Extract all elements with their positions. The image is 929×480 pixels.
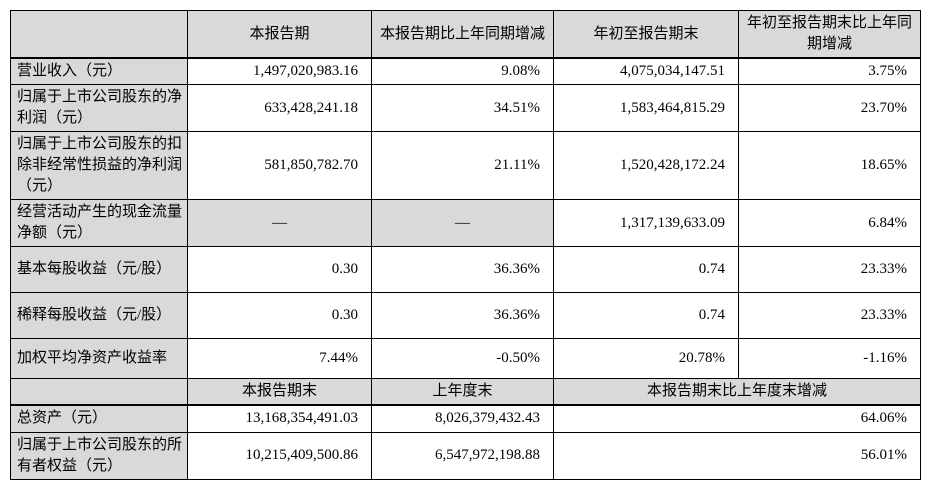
table-row-total-assets: 总资产（元） 13,168,354,491.03 8,026,379,432.4…	[10, 404, 921, 433]
value-cell: 0.74	[553, 246, 739, 293]
row-label: 加权平均净资产收益率	[10, 338, 188, 379]
value-cell: 36.36%	[371, 292, 554, 339]
row-label: 总资产（元）	[10, 404, 188, 433]
value-cell: 6.84%	[738, 199, 921, 247]
table-row-owners-equity: 归属于上市公司股东的所有者权益（元） 10,215,409,500.86 6,5…	[10, 431, 921, 480]
table-row-net-profit-excl-nonrecurring: 归属于上市公司股东的扣除非经常性损益的净利润（元） 581,850,782.70…	[10, 131, 921, 200]
value-cell: 8,026,379,432.43	[371, 404, 554, 433]
value-cell: 13,168,354,491.03	[187, 404, 372, 433]
value-cell: 56.01%	[553, 431, 921, 480]
value-cell: 3.75%	[738, 57, 921, 85]
header-prior-year-end: 上年度末	[371, 378, 554, 406]
value-cell: 581,850,782.70	[187, 131, 372, 200]
header-period-end-change: 本报告期末比上年度末增减	[553, 378, 921, 406]
value-cell: 23.70%	[738, 84, 921, 132]
value-cell: -0.50%	[371, 338, 554, 379]
value-cell: 21.11%	[371, 131, 554, 200]
value-cell: 23.33%	[738, 246, 921, 293]
value-cell: 0.30	[187, 292, 372, 339]
value-cell: -1.16%	[738, 338, 921, 379]
header-ytd: 年初至报告期末	[553, 10, 739, 59]
dash-cell: —	[187, 199, 372, 247]
financial-summary-table: 本报告期 本报告期比上年同期增减 年初至报告期末 年初至报告期末比上年同期增减 …	[10, 10, 921, 480]
row-label: 归属于上市公司股东的扣除非经常性损益的净利润（元）	[10, 131, 188, 200]
row-label: 基本每股收益（元/股）	[10, 246, 188, 293]
value-cell: 34.51%	[371, 84, 554, 132]
row-label: 归属于上市公司股东的所有者权益（元）	[10, 431, 188, 480]
table-header-row: 本报告期 本报告期比上年同期增减 年初至报告期末 年初至报告期末比上年同期增减	[10, 10, 921, 59]
value-cell: 633,428,241.18	[187, 84, 372, 132]
value-cell: 4,075,034,147.51	[553, 57, 739, 85]
value-cell: 10,215,409,500.86	[187, 431, 372, 480]
table-row-weighted-avg-roe: 加权平均净资产收益率 7.44% -0.50% 20.78% -1.16%	[10, 338, 921, 379]
row-label: 营业收入（元）	[10, 57, 188, 85]
row-label: 归属于上市公司股东的净利润（元）	[10, 84, 188, 132]
header-corner-cell-2	[10, 378, 188, 406]
value-cell: 36.36%	[371, 246, 554, 293]
header-period-end: 本报告期末	[187, 378, 372, 406]
value-cell: 1,317,139,633.09	[553, 199, 739, 247]
table-row-diluted-eps: 稀释每股收益（元/股） 0.30 36.36% 0.74 23.33%	[10, 292, 921, 339]
row-label: 经营活动产生的现金流量净额（元）	[10, 199, 188, 247]
value-cell: 0.74	[553, 292, 739, 339]
value-cell: 20.78%	[553, 338, 739, 379]
header-corner-cell	[10, 10, 188, 59]
dash-cell: —	[371, 199, 554, 247]
value-cell: 7.44%	[187, 338, 372, 379]
table-row-operating-revenue: 营业收入（元） 1,497,020,983.16 9.08% 4,075,034…	[10, 57, 921, 85]
value-cell: 64.06%	[553, 404, 921, 433]
table-row-basic-eps: 基本每股收益（元/股） 0.30 36.36% 0.74 23.33%	[10, 246, 921, 293]
header-current-period: 本报告期	[187, 10, 372, 59]
value-cell: 23.33%	[738, 292, 921, 339]
value-cell: 1,520,428,172.24	[553, 131, 739, 200]
value-cell: 1,583,464,815.29	[553, 84, 739, 132]
table-row-net-profit: 归属于上市公司股东的净利润（元） 633,428,241.18 34.51% 1…	[10, 84, 921, 132]
value-cell: 9.08%	[371, 57, 554, 85]
table-row-operating-cash-flow: 经营活动产生的现金流量净额（元） — — 1,317,139,633.09 6.…	[10, 199, 921, 247]
value-cell: 0.30	[187, 246, 372, 293]
value-cell: 6,547,972,198.88	[371, 431, 554, 480]
value-cell: 18.65%	[738, 131, 921, 200]
table-header-row-period-end: 本报告期末 上年度末 本报告期末比上年度末增减	[10, 378, 921, 406]
header-current-period-yoy: 本报告期比上年同期增减	[371, 10, 554, 59]
value-cell: 1,497,020,983.16	[187, 57, 372, 85]
header-ytd-yoy: 年初至报告期末比上年同期增减	[738, 10, 921, 59]
row-label: 稀释每股收益（元/股）	[10, 292, 188, 339]
